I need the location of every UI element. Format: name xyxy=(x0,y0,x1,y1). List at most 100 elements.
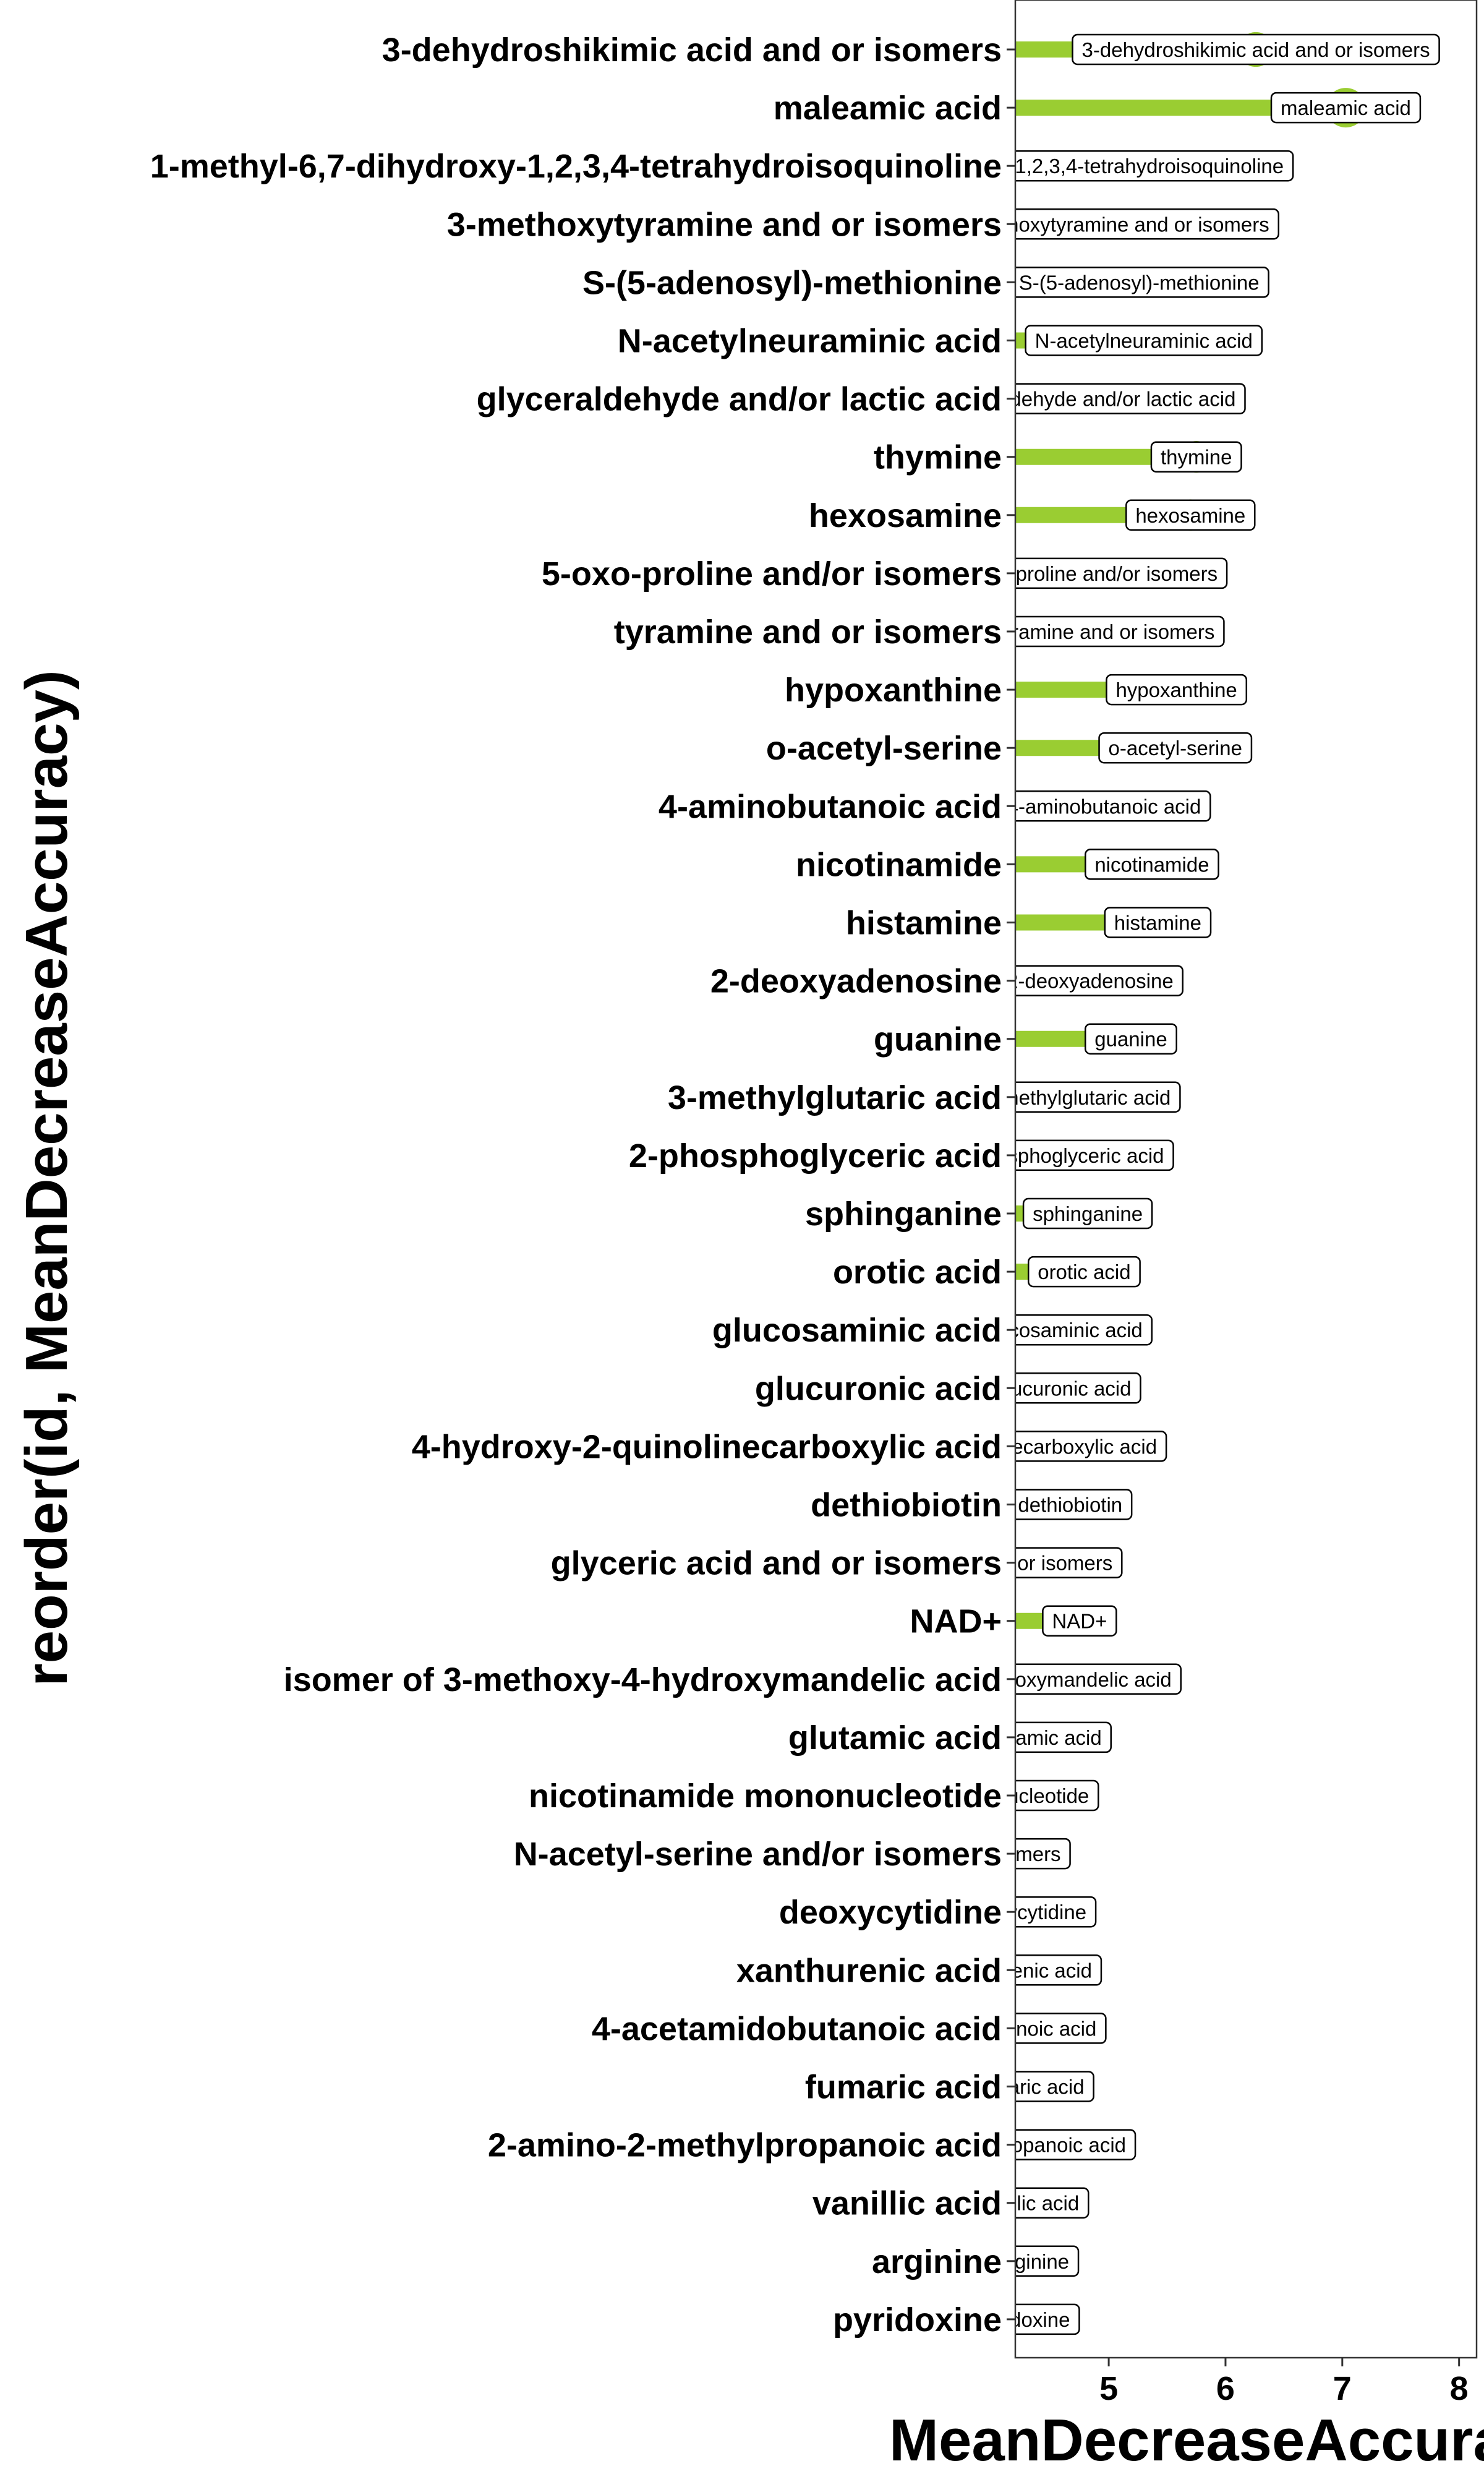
data-label: N-acetylneuraminic acid xyxy=(1025,325,1263,356)
data-label-text: isomer of 3-methoxy-4-hydroxymandelic ac… xyxy=(765,1668,1172,1691)
category-label: thymine xyxy=(874,439,1002,476)
data-label-box xyxy=(1015,208,1280,240)
data-label-box xyxy=(1125,499,1256,531)
data-label-text: 3-dehydroshikimic acid and or isomers xyxy=(1082,38,1430,61)
data-label-box xyxy=(1015,267,1269,298)
data-label: hexosamine xyxy=(1125,499,1256,531)
data-label-text: 2-deoxyadenosine xyxy=(1007,970,1174,993)
data-label-box xyxy=(1104,907,1212,938)
category-labels: 3-dehydroshikimic acid and or isomers mal… xyxy=(150,32,1002,2339)
data-labels: 3-dehydroshikimic acid and or isomers mal… xyxy=(765,33,1440,2335)
data-label: 4-acetamidobutanoic acid xyxy=(1015,2013,1107,2044)
data-label-text: o-acetyl-serine xyxy=(1109,737,1242,760)
category-label: 2-amino-2-methylpropanoic acid xyxy=(488,2127,1002,2164)
category-label: vanillic acid xyxy=(812,2185,1002,2222)
category-label: glyceric acid and or isomers xyxy=(551,1545,1002,1582)
data-label-box xyxy=(1150,441,1242,473)
category-label: pyridoxine xyxy=(833,2301,1002,2339)
category-label: isomer of 3-methoxy-4-hydroxymandelic ac… xyxy=(284,1661,1002,1698)
data-label-box xyxy=(1042,1605,1117,1637)
data-label-text: orotic acid xyxy=(1038,1261,1130,1283)
data-label-text: NAD+ xyxy=(1052,1610,1107,1633)
data-label: N-acetyl-serine and/or isomers xyxy=(783,1838,1071,1870)
data-label-text: guanine xyxy=(1094,1028,1167,1051)
data-label: thymine xyxy=(1150,441,1242,473)
data-label-box xyxy=(1015,557,1228,589)
data-label-text: 5-oxo-proline and/or isomers xyxy=(958,562,1217,585)
data-label: pyridoxine xyxy=(1015,2303,1080,2335)
data-label-text: dethiobiotin xyxy=(1018,1494,1122,1517)
data-label-text: xanthurenic acid xyxy=(944,1959,1092,1982)
data-label-text: nicotinamide xyxy=(1094,853,1209,876)
data-label-text: 4-aminobutanoic acid xyxy=(1007,795,1201,818)
data-label: glutamic acid xyxy=(983,1721,1112,1753)
data-label-box xyxy=(1015,790,1211,822)
category-label: 4-acetamidobutanoic acid xyxy=(592,2010,1002,2047)
category-label: hypoxanthine xyxy=(785,672,1002,709)
data-label: arginine xyxy=(1015,2245,1080,2277)
data-label-text: N-acetylneuraminic acid xyxy=(1035,330,1253,353)
category-label: 2-deoxyadenosine xyxy=(710,963,1002,1000)
data-label: 2-phosphoglyceric acid xyxy=(955,1139,1174,1171)
data-label-text: 4-hydroxy-2-quinolinecarboxylic acid xyxy=(827,1435,1157,1458)
category-label: nicotinamide mononucleotide xyxy=(529,1778,1002,1815)
data-label-text: 3-methylglutaric acid xyxy=(984,1086,1171,1109)
data-label: maleamic acid xyxy=(1270,92,1422,124)
data-label: dethiobiotin xyxy=(1015,1489,1133,1520)
data-label-box xyxy=(1015,2187,1090,2219)
data-label: glyceraldehyde and/or lactic acid xyxy=(940,383,1246,414)
category-label: sphinganine xyxy=(805,1196,1002,1233)
category-label: arginine xyxy=(872,2243,1002,2280)
data-label-text: hypoxanthine xyxy=(1115,678,1237,701)
plot-area: 3-dehydroshikimic acid and or isomers mal… xyxy=(765,32,1440,2335)
category-label: glucuronic acid xyxy=(755,1370,1002,1407)
x-tick-label: 7 xyxy=(1333,2370,1352,2407)
category-label: fumaric acid xyxy=(805,2069,1002,2106)
data-label-text: glucuronic acid xyxy=(995,1377,1131,1400)
data-label-text: glutamic acid xyxy=(983,1726,1102,1749)
y-axis-title: reorder(id, MeanDecreaseAccuracy) xyxy=(14,670,80,1686)
data-label-box xyxy=(1015,150,1294,182)
data-label-box xyxy=(1022,1197,1153,1230)
category-label: orotic acid xyxy=(833,1254,1002,1291)
data-label-box xyxy=(1015,1721,1112,1753)
data-label-text: 1-methyl-6,7-dihydroxy-1,2,3,4-tetrahydr… xyxy=(801,155,1284,178)
category-label: 4-aminobutanoic acid xyxy=(659,788,1002,825)
data-label: glucosaminic acid xyxy=(1015,1314,1153,1346)
data-label-box xyxy=(1015,2129,1136,2160)
data-label-text: 2-phosphoglyceric acid xyxy=(955,1144,1164,1167)
category-label: o-acetyl-serine xyxy=(766,730,1002,767)
data-label: fumaric acid xyxy=(1015,2071,1094,2102)
data-label-text: sphinganine xyxy=(1033,1202,1143,1225)
category-label: dethiobiotin xyxy=(811,1487,1002,1524)
data-label-text: histamine xyxy=(1114,912,1201,935)
category-label: glutamic acid xyxy=(788,1719,1002,1757)
data-label-text: hexosamine xyxy=(1135,504,1245,527)
x-axis-ticks: 5 6 7 8 xyxy=(1099,2358,1469,2407)
plot-border xyxy=(1014,0,1478,2359)
data-label: vanillic acid xyxy=(975,2187,1090,2219)
data-label-box xyxy=(1015,1838,1071,1870)
data-label-box xyxy=(1015,2303,1080,2335)
category-label: glucosaminic acid xyxy=(712,1312,1002,1349)
data-label: glyceric acid and or isomers xyxy=(1015,1547,1123,1578)
data-label: o-acetyl-serine xyxy=(1098,732,1253,764)
data-label-text: vanillic acid xyxy=(975,2192,1080,2215)
data-label: glucuronic acid xyxy=(995,1372,1141,1404)
x-tick-label: 6 xyxy=(1216,2370,1235,2407)
data-label-text: 2-amino-2-methylpropanoic acid xyxy=(835,2134,1126,2157)
data-label-box xyxy=(1015,383,1246,414)
data-label-box xyxy=(1027,1256,1141,1288)
data-label-box xyxy=(1015,1896,1097,1928)
data-label: nicotinamide xyxy=(1085,849,1219,880)
data-label-box xyxy=(1015,1954,1102,1986)
data-label-text: deoxycytidine xyxy=(963,1901,1086,1924)
data-label-text: N-acetyl-serine and/or isomers xyxy=(783,1843,1060,1865)
data-label-box xyxy=(1084,1023,1177,1055)
category-label: deoxycytidine xyxy=(779,1894,1002,1931)
data-label-box xyxy=(1015,1372,1141,1404)
data-label: 2-deoxyadenosine xyxy=(1007,965,1183,996)
data-label-box xyxy=(1015,1489,1133,1520)
data-label-text: glyceraldehyde and/or lactic acid xyxy=(940,388,1236,411)
category-label: hexosamine xyxy=(809,497,1002,534)
